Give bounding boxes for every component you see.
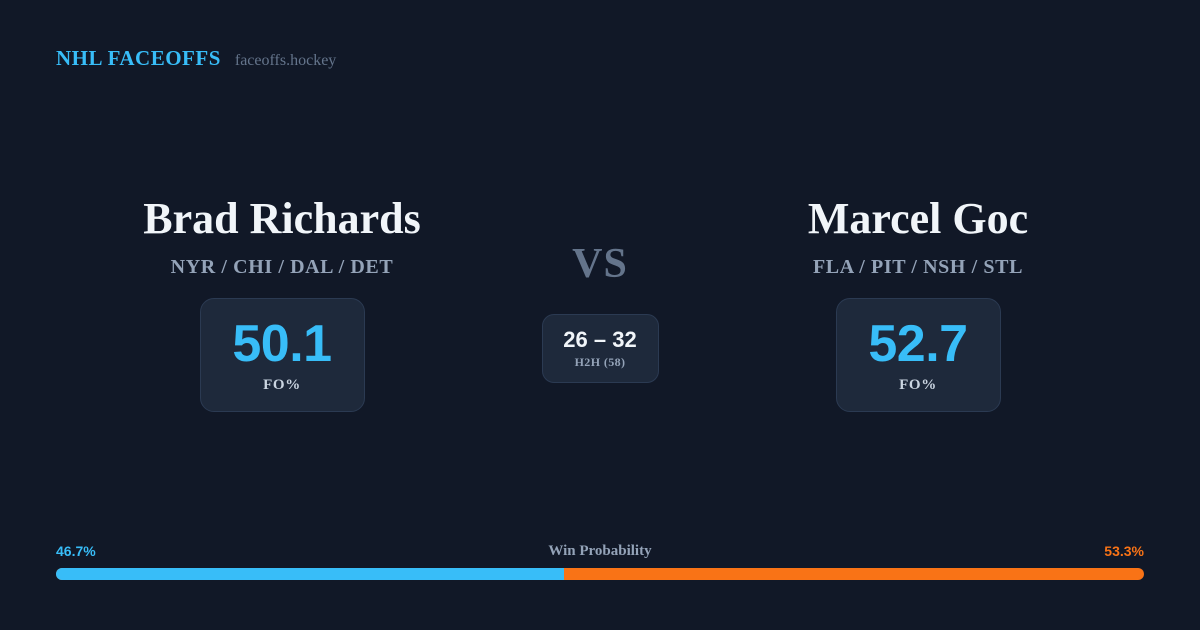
win-probability-right-percent: 53.3% [1104,543,1144,559]
player-card-left: Brad Richards NYR / CHI / DAL / DET 50.1… [47,190,517,412]
head-to-head-label: H2H (58) [574,355,626,369]
win-probability-section: 46.7% Win Probability 53.3% [56,541,1144,580]
head-to-head-record: 26 – 32 [563,327,637,352]
matchup-section: Brad Richards NYR / CHI / DAL / DET 50.1… [0,190,1200,440]
player-name-right: Marcel Goc [807,194,1029,243]
player-teams-left: NYR / CHI / DAL / DET [170,256,394,278]
faceoff-stat-card-left: 50.1 FO% [199,298,365,412]
win-probability-labels: 46.7% Win Probability 53.3% [56,541,1144,561]
win-probability-bar [56,568,1144,580]
versus-column: VS 26 – 32 H2H (58) [500,190,700,383]
win-probability-left-percent: 46.7% [56,543,96,559]
faceoff-percent-right: 52.7 [868,315,968,373]
brand-title: NHL FACEOFFS [56,46,221,70]
faceoff-stat-label-right: FO% [899,377,937,393]
win-probability-bar-left-fill [56,568,565,580]
player-teams-right: FLA / PIT / NSH / STL [812,256,1024,278]
player-name-left: Brad Richards [143,194,421,243]
faceoff-stat-card-right: 52.7 FO% [835,298,1001,412]
faceoff-stat-label-left: FO% [263,377,301,393]
faceoff-percent-left: 50.1 [232,315,332,373]
player-card-right: Marcel Goc FLA / PIT / NSH / STL 52.7 FO… [683,190,1153,412]
brand-domain: faceoffs.hockey [234,52,337,69]
head-to-head-card: 26 – 32 H2H (58) [541,314,659,383]
brand-header: NHL FACEOFFS faceoffs.hockey [56,46,336,71]
win-probability-title: Win Probability [548,543,652,559]
versus-label: VS [572,241,628,287]
